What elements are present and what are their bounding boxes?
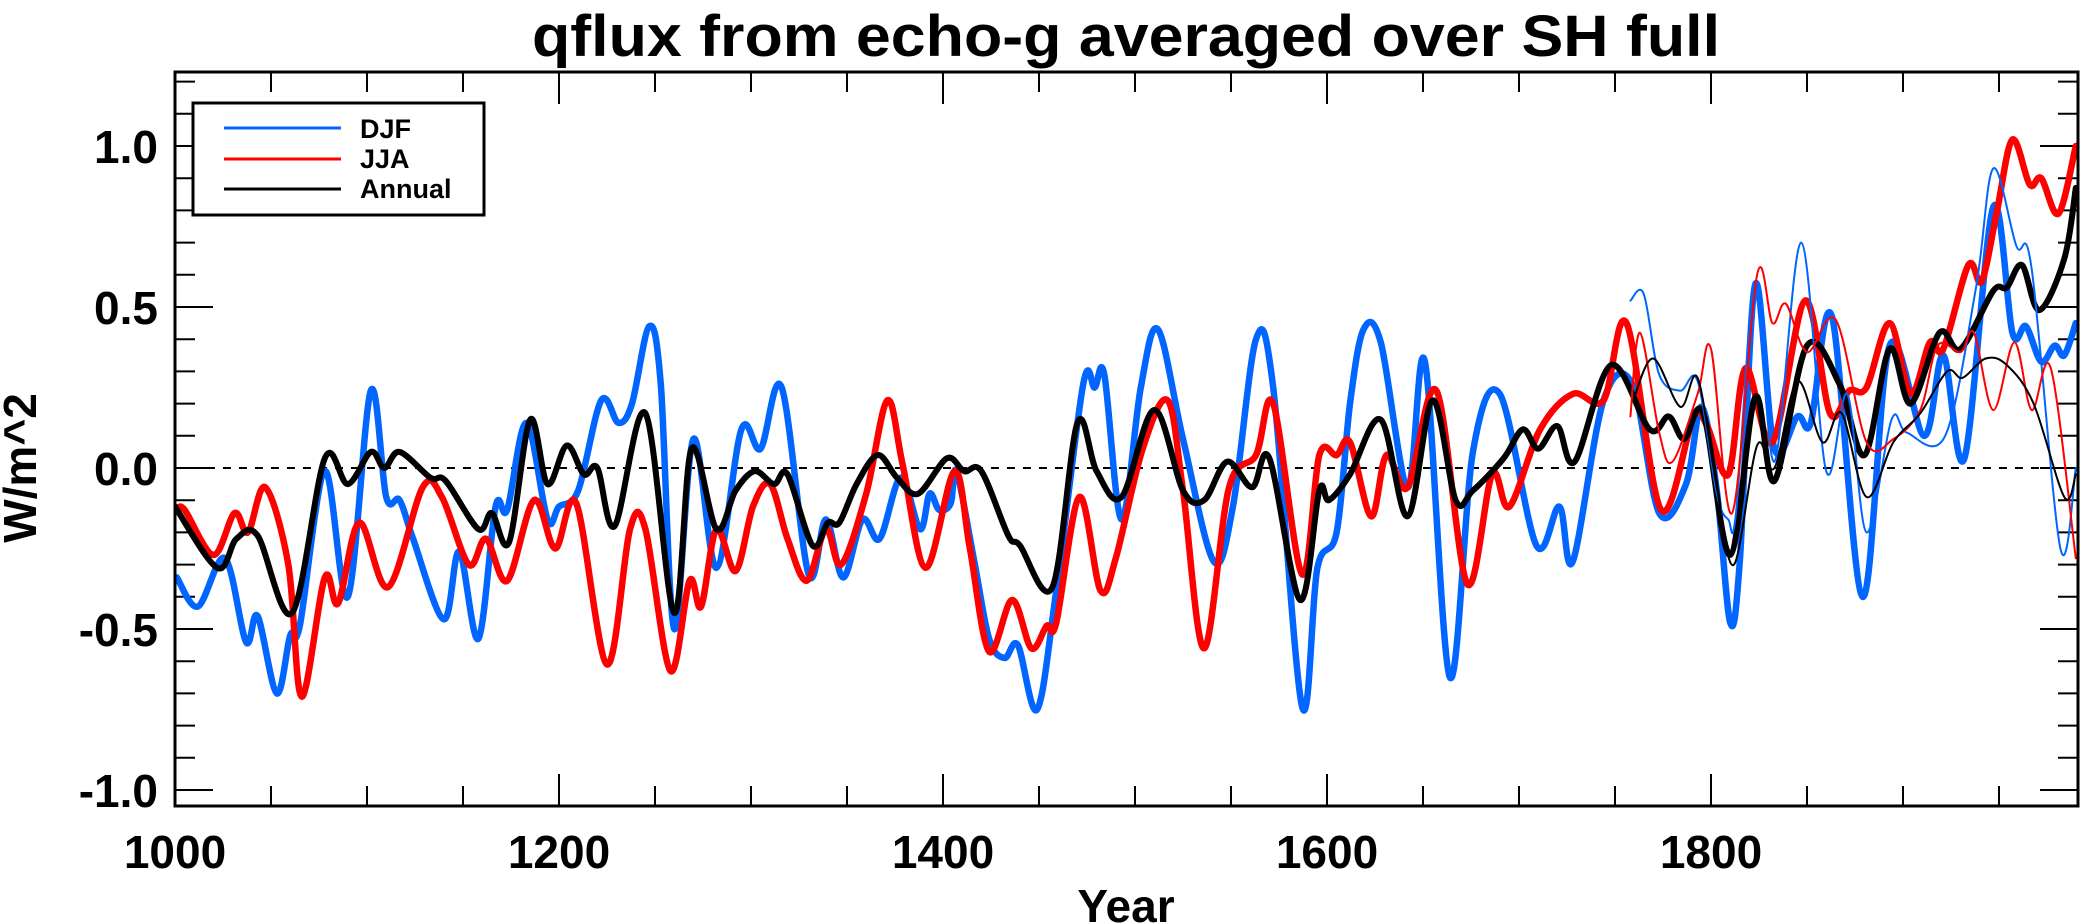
series-line-annual-thin (1633, 356, 2077, 566)
x-tick-label: 1600 (1276, 826, 1378, 878)
series-group (175, 136, 2078, 714)
legend: DJF JJA Annual (191, 101, 486, 217)
x-tick-label: 1800 (1660, 826, 1762, 878)
y-tick-labels: -1.0 -0.5 0.0 0.5 1.0 (79, 121, 158, 817)
series-line-annual (175, 184, 2078, 618)
series-line-djf (175, 201, 2078, 714)
chart-title: qflux from echo-g averaged over SH full (532, 4, 1720, 69)
y-axis-label: W/m^2 (0, 393, 46, 543)
x-tick-label: 1000 (124, 826, 226, 878)
legend-label-annual: Annual (360, 174, 452, 204)
x-axis-label: Year (1077, 880, 1174, 924)
y-tick-label: -0.5 (79, 604, 158, 656)
plot-frame (173, 70, 2080, 808)
x-tick-labels: 1000 1200 1400 1600 1800 (124, 826, 1762, 878)
x-tick-label: 1400 (892, 826, 994, 878)
legend-label-jja: JJA (360, 144, 410, 174)
y-tick-label: -1.0 (79, 765, 158, 817)
series-line-jja (175, 136, 2078, 700)
y-tick-label: 0.5 (94, 282, 158, 334)
series-line-djf-thin (1629, 167, 2077, 557)
y-tick-label: 1.0 (94, 121, 158, 173)
legend-label-djf: DJF (360, 114, 411, 144)
x-tick-label: 1200 (508, 826, 610, 878)
y-tick-label: 0.0 (94, 443, 158, 495)
series-line-jja-thin (1629, 266, 2077, 560)
